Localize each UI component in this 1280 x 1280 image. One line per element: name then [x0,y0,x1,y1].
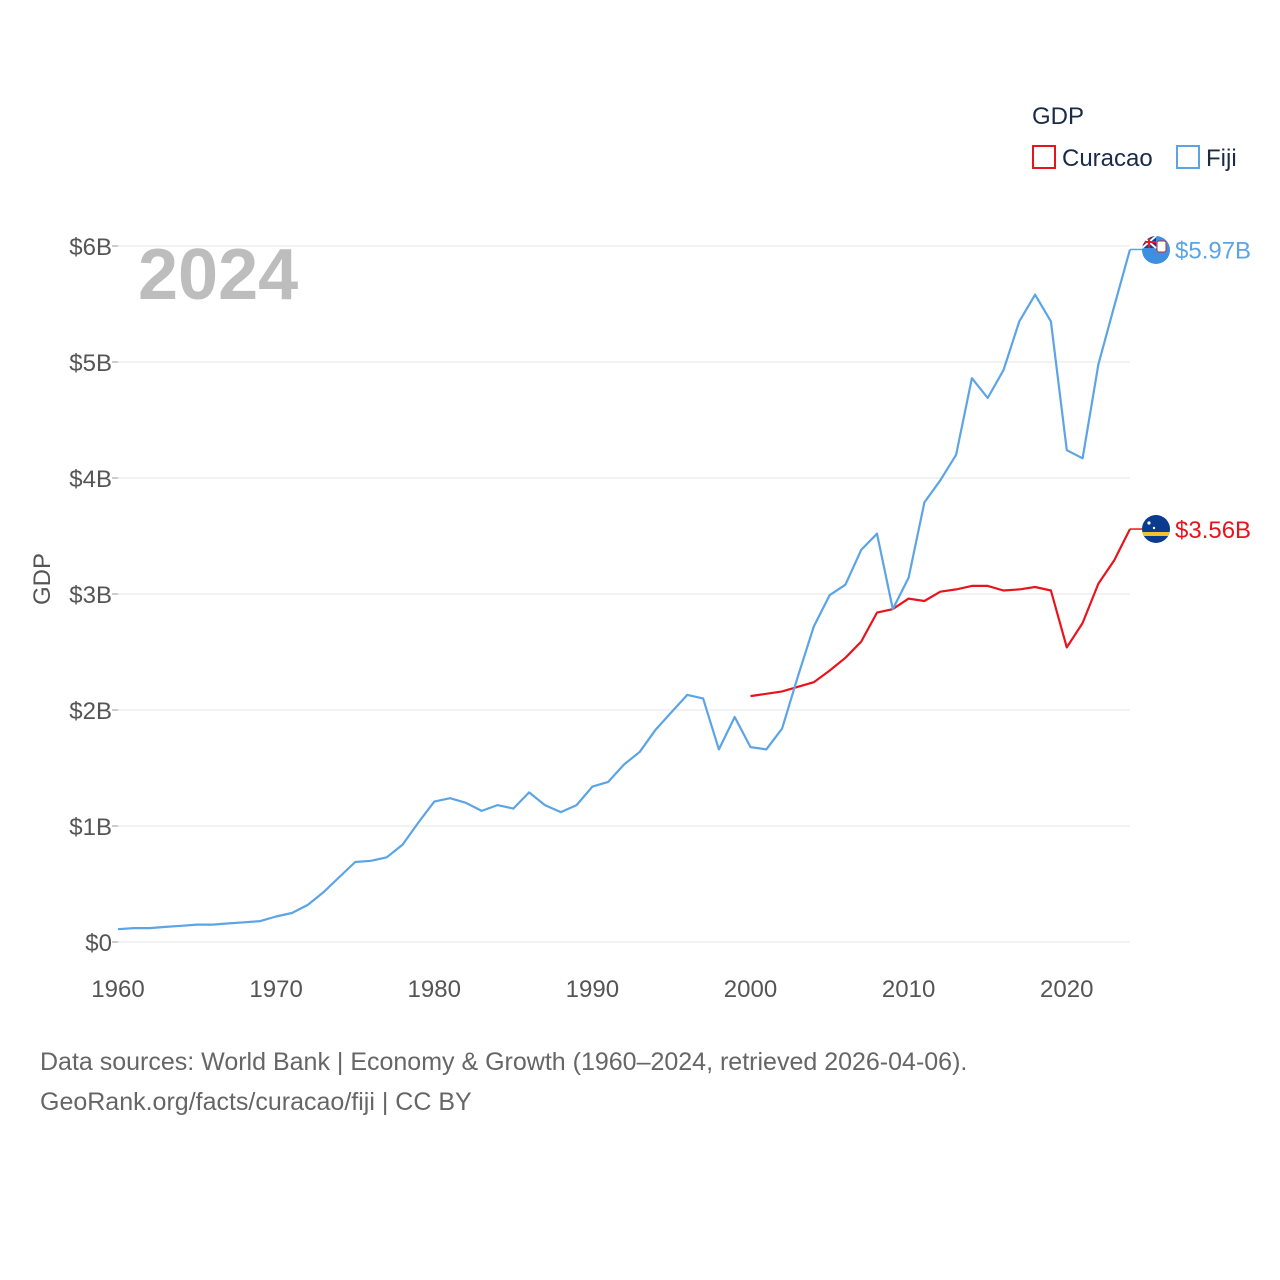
y-tick-label: $5B [69,350,112,377]
y-axis-title: GDP [29,553,56,605]
legend-label-fiji[interactable]: Fiji [1206,145,1237,172]
x-tick-label: 2010 [882,976,935,1003]
series-lines: $3.56B $5.97B [117,237,1251,931]
y-axis: $0 $1B $2B $3B $4B $5B $6B [69,234,118,957]
y-tick-label: $2B [69,698,112,725]
legend-label-curacao[interactable]: Curacao [1062,145,1153,172]
footer-credit: GeoRank.org/facts/curacao/fiji | CC BY [40,1088,472,1116]
end-value-label-fiji: $5.97B [1175,237,1251,264]
series-line-fiji [117,249,1132,931]
end-value-label-curacao: $3.56B [1175,517,1251,544]
x-tick-label: 1970 [249,976,302,1003]
y-tick-label: $3B [69,582,112,609]
x-tick-label: 1980 [408,976,461,1003]
series-line-curacao [750,528,1131,698]
legend: GDP Curacao Fiji [1032,103,1237,172]
x-axis: 1960 1970 1980 1990 2000 2010 2020 [91,976,1093,1003]
curacao-flag-icon [1142,515,1170,543]
legend-swatch-curacao[interactable] [1032,145,1056,169]
footer: Data sources: World Bank | Economy & Gro… [40,1042,967,1122]
x-tick-label: 1960 [91,976,144,1003]
y-tick-label: $1B [69,814,112,841]
x-tick-label: 2000 [724,976,777,1003]
legend-swatch-fiji[interactable] [1176,145,1200,169]
fiji-flag-icon [1142,236,1170,264]
gdp-line-chart: $0 $1B $2B $3B $4B $5B $6B 1960 1970 1980 1990 200… [29,103,1251,1003]
gridlines [118,245,1130,943]
y-tick-label: $0 [85,930,112,957]
year-label: 2024 [138,235,298,315]
legend-title: GDP [1032,103,1084,130]
x-tick-label: 2020 [1040,976,1093,1003]
x-tick-label: 1990 [566,976,619,1003]
y-tick-label: $6B [69,234,112,261]
y-tick-label: $4B [69,466,112,493]
footer-sources: Data sources: World Bank | Economy & Gro… [40,1048,968,1076]
end-markers [1142,236,1170,543]
